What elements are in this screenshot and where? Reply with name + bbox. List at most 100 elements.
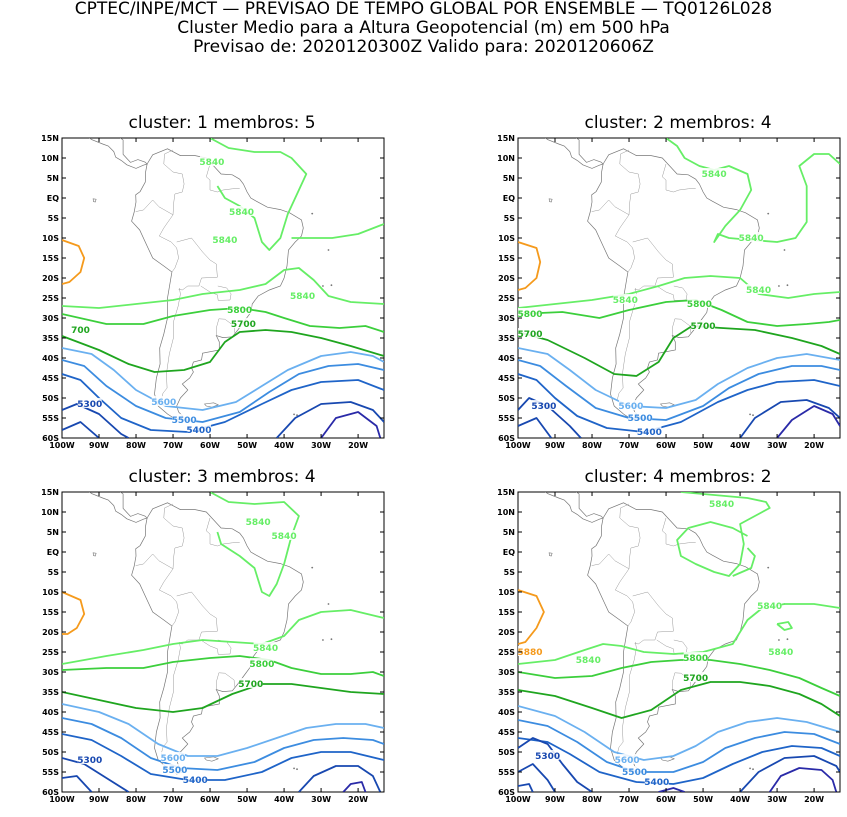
y-tick-label: 5S — [48, 214, 60, 223]
coastline — [545, 492, 604, 523]
contour-label: 5840 — [229, 208, 254, 218]
x-tick-label: 40W — [730, 795, 750, 804]
x-tick-label: 90W — [545, 441, 565, 450]
island — [749, 413, 751, 416]
contour-5840 — [676, 492, 771, 577]
contour-label: 5840 — [757, 602, 782, 612]
y-tick-label: 45S — [498, 728, 515, 737]
y-tick-label: 35S — [42, 688, 59, 697]
y-tick-label: 50S — [498, 394, 515, 403]
island — [296, 414, 298, 417]
y-tick-label: 10N — [497, 154, 515, 163]
island — [548, 552, 553, 557]
contour-5500 — [62, 359, 384, 423]
y-tick-label: 50S — [42, 394, 59, 403]
island — [783, 249, 786, 251]
contour-5300 — [739, 755, 840, 792]
x-tick-label: 50W — [237, 795, 257, 804]
contour-5840 — [62, 609, 384, 665]
island — [330, 284, 333, 287]
country-border — [591, 199, 635, 273]
contour-label: 5400 — [637, 428, 662, 438]
contour-label: 5840 — [739, 234, 764, 244]
panel-title: cluster: 1 membros: 5 — [128, 113, 316, 133]
coastline — [131, 502, 304, 775]
y-tick-label: 40S — [42, 354, 59, 363]
x-tick-label: 30W — [311, 441, 331, 450]
contour-label: 5840 — [709, 500, 734, 510]
contour-label: 700 — [71, 326, 90, 336]
y-tick-label: 15N — [41, 134, 59, 143]
coastline — [587, 502, 760, 775]
y-tick-label: 15N — [497, 488, 515, 497]
contour-5400 — [518, 737, 840, 785]
contour-label: 5840 — [290, 292, 315, 302]
contour-label: 5600 — [161, 754, 186, 764]
country-border — [591, 553, 635, 627]
contour-label: 5700 — [231, 320, 256, 330]
contour-label: 5600 — [151, 398, 176, 408]
country-border — [674, 318, 691, 333]
contour-5300 — [518, 783, 534, 792]
x-tick-label: 30W — [767, 441, 787, 450]
contour-label: 5800 — [687, 300, 712, 310]
x-tick-label: 20W — [804, 441, 824, 450]
country-border — [218, 672, 235, 687]
y-tick-label: 30S — [498, 314, 515, 323]
country-border — [218, 318, 235, 333]
x-tick-label: 100W — [505, 795, 531, 804]
y-tick-label: 55S — [498, 768, 515, 777]
island — [296, 768, 298, 771]
x-tick-label: 50W — [693, 795, 713, 804]
contour-5200 — [768, 767, 838, 792]
y-tick-label: 15S — [42, 254, 59, 263]
contour-5840 — [776, 621, 793, 631]
x-tick-label: 20W — [348, 795, 368, 804]
island — [293, 413, 295, 416]
island — [330, 638, 333, 641]
contour-5200 — [776, 405, 840, 438]
contour-5880 — [62, 591, 86, 635]
contour-5840 — [518, 275, 840, 309]
contour-5400 — [62, 733, 384, 781]
contour-label: 5400 — [183, 776, 208, 786]
map-layer: 5840 5840 5840 5840 5880 5800 5700 5600 55005400… — [518, 492, 840, 792]
x-tick-label: 70W — [619, 795, 639, 804]
country-border — [632, 237, 674, 291]
island — [293, 767, 295, 770]
cluster-3-panel: cluster: 3 membros: 4 5840 5840 5840 5800 57… — [0, 467, 424, 812]
contour-label: 5840 — [613, 296, 638, 306]
y-tick-label: 50S — [498, 748, 515, 757]
x-tick-label: 20W — [804, 795, 824, 804]
y-tick-label: 60S — [498, 434, 515, 443]
y-tick-label: 5N — [47, 174, 59, 183]
contour-label: 5600 — [615, 756, 640, 766]
island — [311, 566, 314, 569]
contour-5840 — [209, 492, 300, 597]
contour-label: 5840 — [746, 286, 771, 296]
contour-5700 — [518, 325, 840, 377]
contour-label: 5840 — [246, 518, 271, 528]
y-tick-label: 20S — [42, 628, 59, 637]
island — [322, 639, 324, 641]
x-tick-label: 70W — [619, 441, 639, 450]
plot-frame — [517, 491, 841, 793]
x-tick-label: 70W — [163, 795, 183, 804]
y-tick-label: 40S — [42, 708, 59, 717]
y-tick-label: 60S — [42, 788, 59, 797]
y-tick-label: 25S — [42, 294, 59, 303]
contour-5500 — [518, 719, 840, 773]
x-tick-label: 40W — [274, 795, 294, 804]
contour-label: 5840 — [253, 644, 278, 654]
island — [767, 212, 770, 215]
island — [786, 284, 789, 287]
island — [749, 767, 751, 770]
country-border — [662, 517, 696, 547]
island — [752, 414, 754, 417]
y-tick-label: 40S — [498, 354, 515, 363]
panel-title: cluster: 3 membros: 4 — [128, 467, 316, 487]
contour-5300 — [518, 763, 556, 792]
y-tick-label: 25S — [42, 648, 59, 657]
figure-header: CPTEC/INPE/MCT — PREVISAO DE TEMPO GLOBA… — [0, 0, 847, 57]
